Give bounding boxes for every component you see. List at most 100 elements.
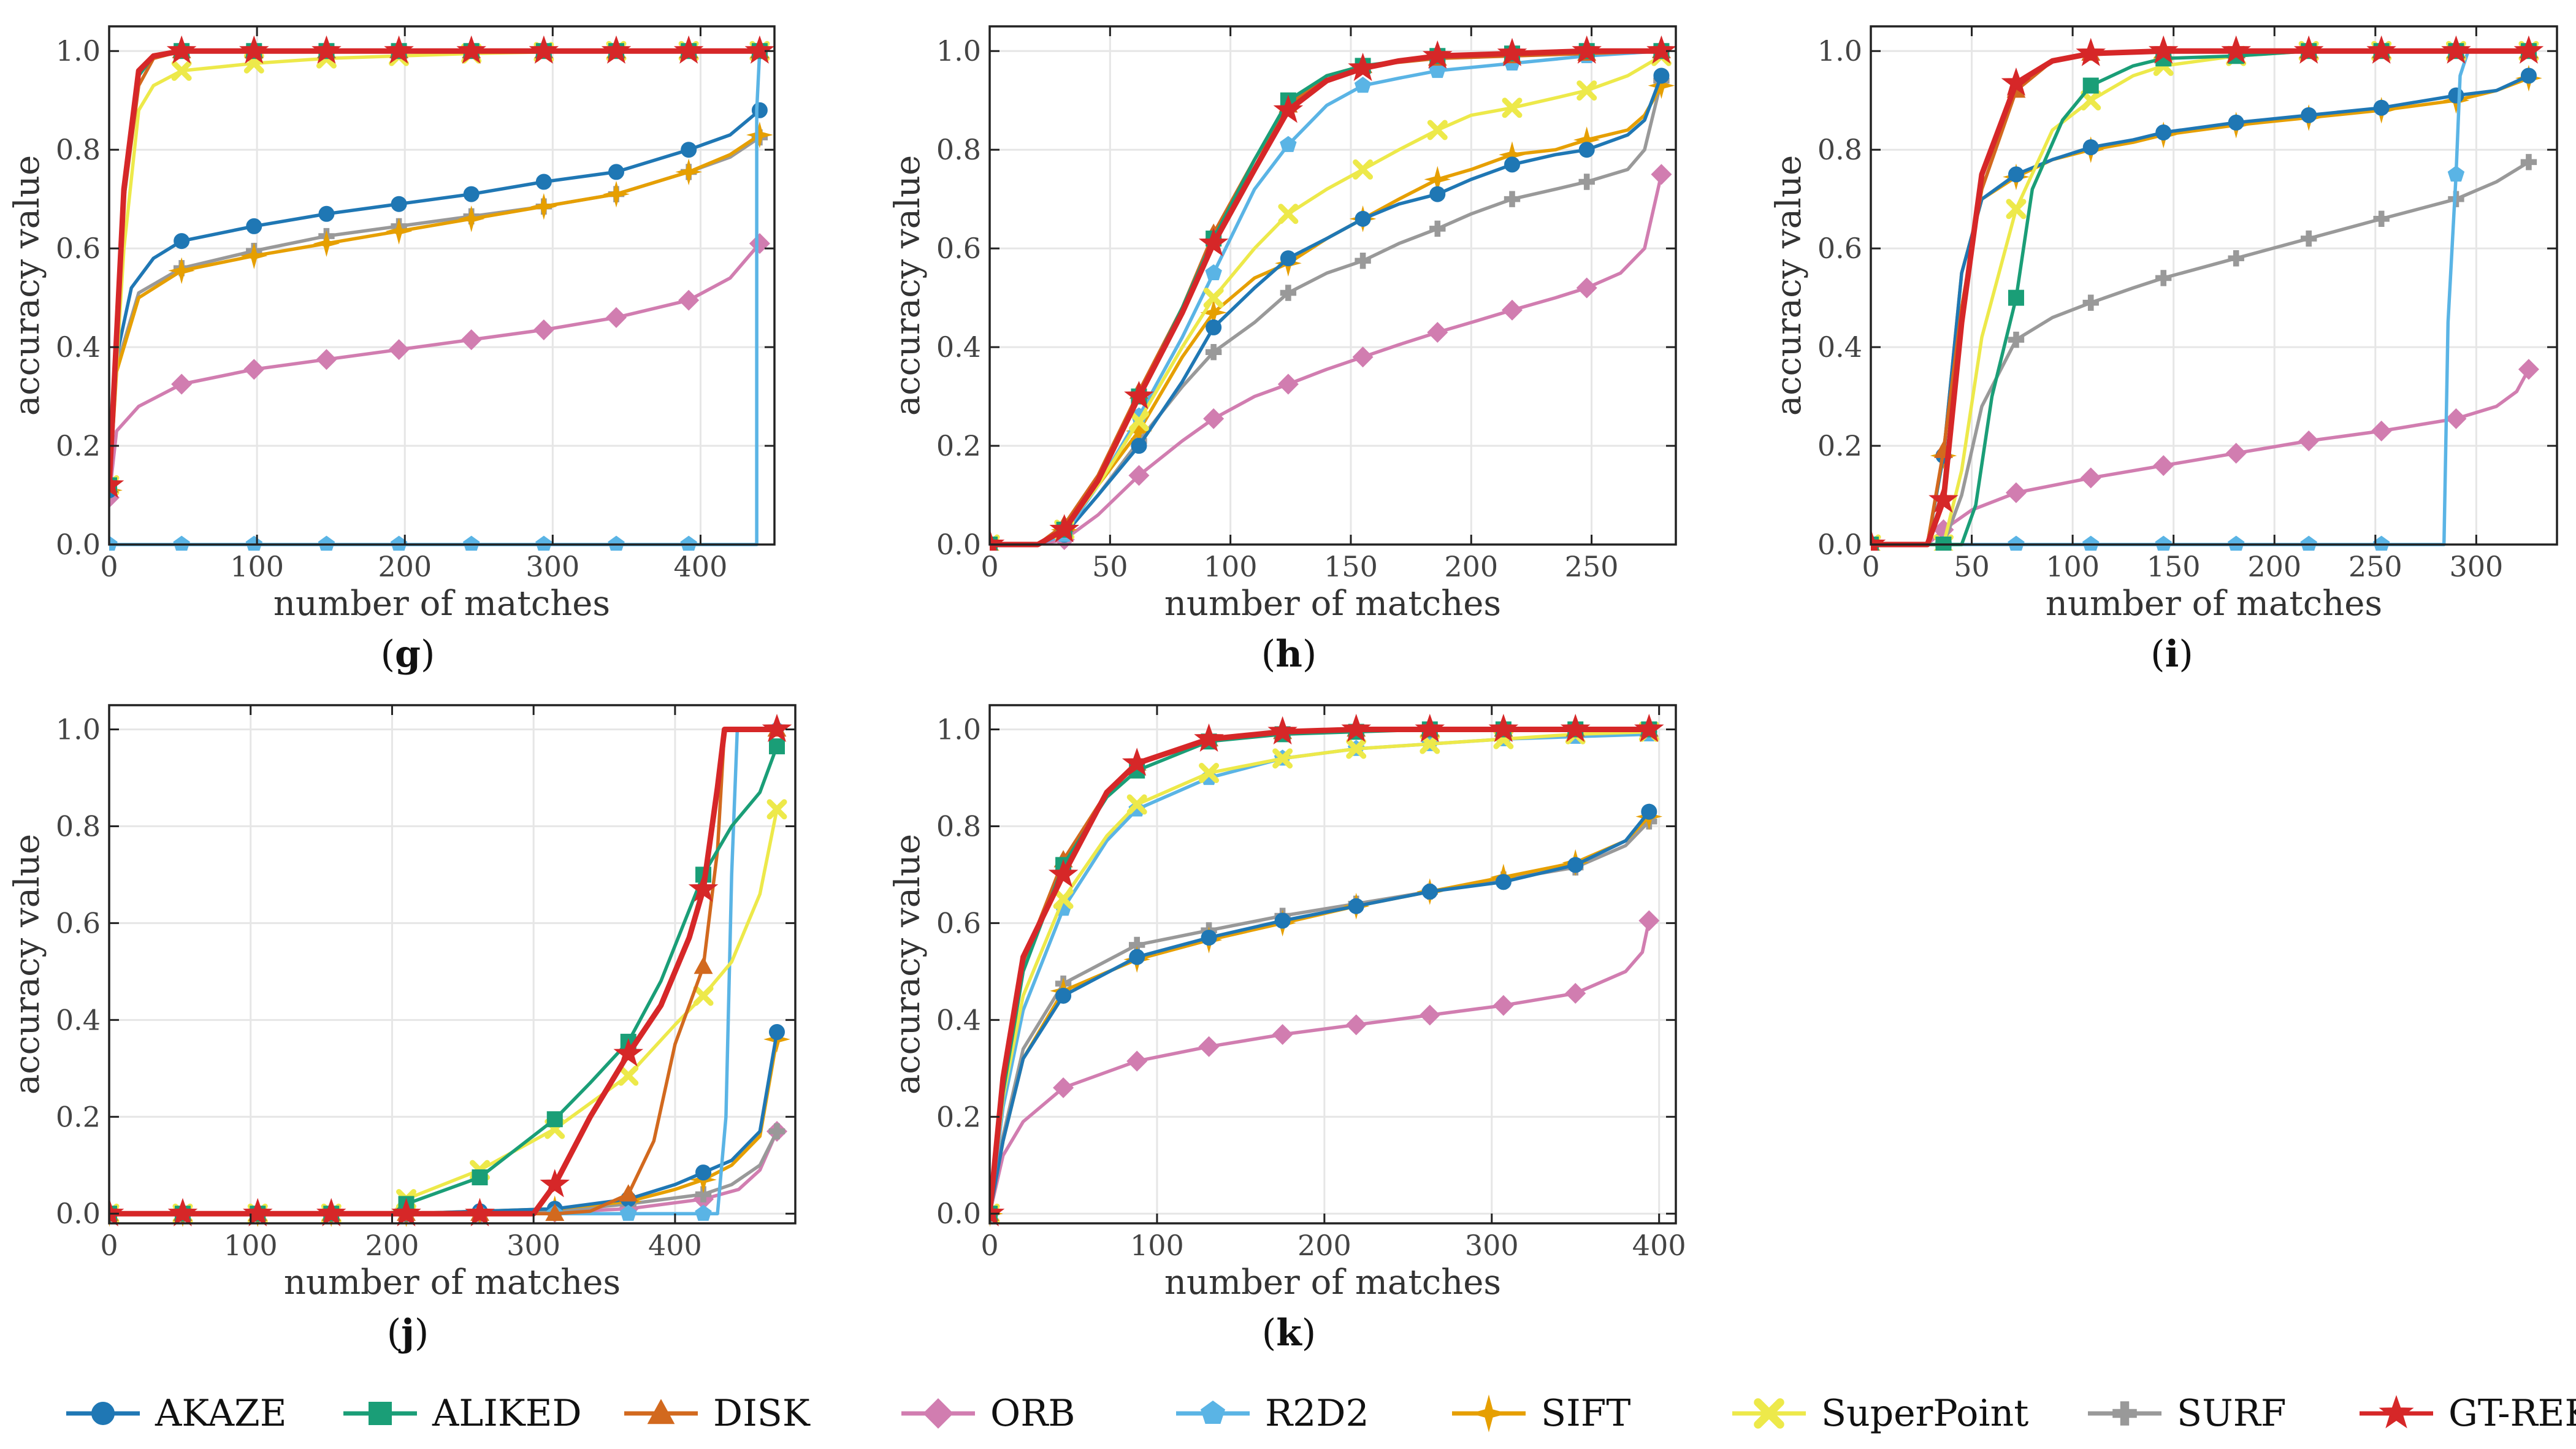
marker-superpoint xyxy=(1053,889,1074,909)
marker-gt-rekd xyxy=(1341,713,1372,743)
marker-gt-rekd xyxy=(242,1198,273,1226)
marker-orb xyxy=(1272,1023,1293,1046)
marker-gt-rekd xyxy=(167,1198,198,1226)
x-tick-label: 200 xyxy=(1444,550,1498,583)
marker-superpoint xyxy=(1278,204,1299,224)
y-tick-label: 0.4 xyxy=(56,1003,101,1036)
series-line-surf xyxy=(109,136,761,491)
y-tick-label: 0.6 xyxy=(56,232,101,265)
marker-gt-rekd xyxy=(1348,52,1378,82)
marker-orb xyxy=(678,289,700,311)
marker-sift xyxy=(675,158,703,186)
marker-akaze xyxy=(2155,124,2172,141)
series-line-akaze xyxy=(109,1031,779,1215)
x-tick-label: 0 xyxy=(100,550,118,583)
legend-label: ORB xyxy=(990,1392,1075,1435)
y-tick-label: 0.8 xyxy=(56,809,101,843)
marker-akaze xyxy=(695,1164,712,1181)
y-axis-label: accuracy value xyxy=(1769,155,1809,416)
marker-gt-rekd xyxy=(1124,381,1154,410)
y-tick-label: 0.0 xyxy=(56,528,101,561)
marker-gt-rekd xyxy=(1122,747,1152,776)
series-line-superpoint xyxy=(109,809,779,1215)
marker-orb xyxy=(1128,465,1150,486)
marker-orb xyxy=(1501,299,1523,321)
marker-superpoint xyxy=(693,985,714,1006)
y-tick-label: 0.6 xyxy=(936,232,981,265)
y-axis-label: accuracy value xyxy=(888,155,928,416)
x-tick-label: 200 xyxy=(1298,1229,1351,1262)
marker-gt-rekd xyxy=(1273,94,1304,123)
marker-surf xyxy=(1205,343,1222,361)
plot-frame xyxy=(988,25,1677,546)
marker-surf xyxy=(2520,154,2537,170)
marker-gt-rekd xyxy=(1198,227,1229,256)
marker-gt-rekd xyxy=(311,35,342,64)
marker-orb xyxy=(1126,1050,1148,1072)
marker-sift xyxy=(603,180,630,208)
y-tick-label: 0.4 xyxy=(1817,331,1862,364)
legend-item-surf: SURF xyxy=(2088,1392,2286,1435)
y-tick-label: 0.6 xyxy=(56,906,101,939)
legend-marker-sift xyxy=(1470,1394,1508,1432)
x-tick-label: 200 xyxy=(2247,550,2301,583)
marker-surf xyxy=(1429,220,1446,237)
marker-orb xyxy=(1345,1014,1367,1036)
series-line-disk xyxy=(109,727,777,1215)
series-line-superpoint xyxy=(990,54,1662,546)
legend-label: AKAZE xyxy=(155,1392,287,1435)
marker-akaze xyxy=(2520,67,2537,84)
series-group xyxy=(1871,35,2544,551)
legend-marker-aliked xyxy=(369,1402,392,1425)
series-line-superpoint xyxy=(1871,49,2529,546)
marker-akaze xyxy=(1348,898,1364,914)
y-axis-label: accuracy value xyxy=(888,834,928,1095)
legend-marker-r2d2 xyxy=(1200,1400,1226,1424)
marker-gt-rekd xyxy=(2001,67,2031,96)
marker-sift xyxy=(457,205,485,232)
legend-marker-gt-rekd xyxy=(2379,1394,2414,1429)
marker-akaze xyxy=(318,205,335,222)
y-tick-label: 1.0 xyxy=(936,34,981,67)
y-tick-label: 1.0 xyxy=(56,34,101,67)
marker-akaze xyxy=(1280,250,1296,267)
series-line-surf xyxy=(1871,160,2530,546)
marker-gt-rekd xyxy=(1646,35,1676,64)
marker-superpoint xyxy=(1577,80,1597,101)
marker-aliked xyxy=(2008,289,2024,306)
marker-gt-rekd xyxy=(1488,713,1519,743)
marker-sift xyxy=(385,218,413,245)
series-line-superpoint xyxy=(990,730,1649,1214)
y-tick-label: 0.2 xyxy=(56,1100,101,1133)
marker-superpoint xyxy=(1502,97,1523,118)
series-line-gt-rekd xyxy=(109,48,760,486)
marker-surf xyxy=(1355,253,1371,269)
marker-gt-rekd xyxy=(316,1198,346,1226)
y-axis-label: accuracy value xyxy=(7,834,47,1095)
x-tick-label: 0 xyxy=(980,1229,998,1262)
gridlines xyxy=(108,705,795,1223)
marker-gt-rekd xyxy=(109,1198,124,1226)
series-line-sift xyxy=(1871,76,2529,546)
x-axis-label: number of matches xyxy=(1164,1263,1501,1302)
x-tick-label: 400 xyxy=(1632,1229,1686,1262)
y-tick-label: 0.2 xyxy=(1817,429,1862,462)
series-line-akaze xyxy=(990,75,1663,546)
marker-gt-rekd xyxy=(540,1169,570,1198)
series-line-aliked xyxy=(1871,49,2529,546)
marker-akaze xyxy=(2448,87,2464,104)
marker-gt-rekd xyxy=(1422,40,1453,69)
marker-superpoint xyxy=(171,60,192,81)
marker-orb xyxy=(605,307,627,328)
series-line-surf xyxy=(990,820,1651,1214)
marker-orb xyxy=(1492,995,1514,1016)
marker-orb xyxy=(461,329,482,351)
marker-superpoint xyxy=(1203,288,1224,308)
marker-orb xyxy=(1277,373,1299,395)
marker-gt-rekd xyxy=(166,35,197,64)
marker-r2d2 xyxy=(1429,61,1447,78)
series-line-r2d2 xyxy=(990,732,1649,1214)
marker-orb xyxy=(316,349,337,370)
y-tick-label: 0.0 xyxy=(1817,528,1862,561)
marker-gt-rekd xyxy=(1634,713,1664,743)
